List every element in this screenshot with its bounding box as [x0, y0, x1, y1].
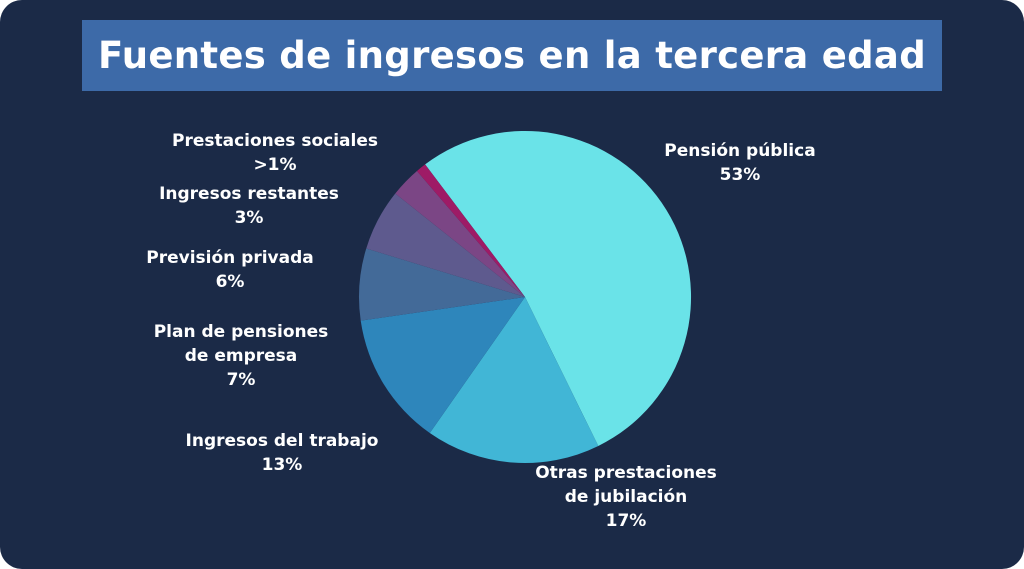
pie-slice-4	[366, 193, 525, 297]
pie-slice-1	[429, 297, 599, 463]
pie-slice-3	[359, 248, 525, 321]
pie-slice-5	[395, 170, 525, 297]
pie-slice-0	[425, 130, 692, 446]
slice-label-pension-publica: Pensión pública 53%	[664, 141, 816, 185]
title-banner: Fuentes de ingresos en la tercera edad	[82, 20, 942, 91]
slice-label-ingresos-trabajo: Ingresos del trabajo 13%	[185, 431, 379, 475]
pie-slice-6	[416, 164, 525, 297]
slice-label-otras-prestaciones: Otras prestaciones de jubilación 17%	[535, 463, 717, 531]
chart-title: Fuentes de ingresos en la tercera edad	[98, 34, 926, 77]
slice-label-prevision-privada: Previsión privada 6%	[146, 248, 314, 292]
slice-label-prestaciones-sociales: Prestaciones sociales >1%	[172, 131, 378, 175]
slice-label-plan-pensiones-empresa: Plan de pensiones de empresa 7%	[153, 322, 329, 390]
slice-label-ingresos-restantes: Ingresos restantes 3%	[159, 184, 339, 228]
pie-slice-2	[360, 297, 525, 433]
